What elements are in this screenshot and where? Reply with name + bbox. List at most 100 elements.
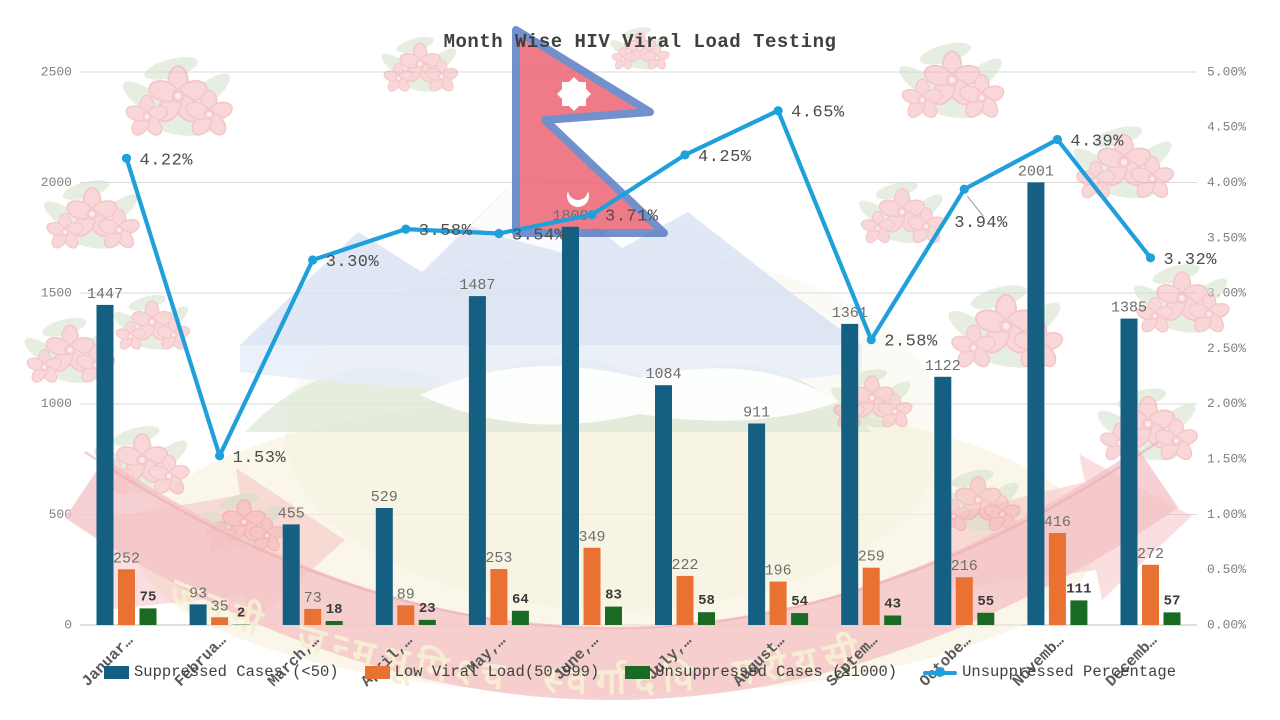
bar-label: 89: [397, 586, 415, 603]
line-point-m5: [587, 210, 597, 220]
bar-s1-m6: [676, 575, 694, 625]
legend-item-unsuppressed[interactable]: Unsuppressed Cases (≥1000): [625, 663, 897, 681]
bar-label: 1487: [459, 277, 495, 294]
bar-s1-m9: [955, 577, 973, 625]
bar-label: 1084: [645, 366, 681, 383]
line-point-m10: [1052, 134, 1062, 145]
bar-label: 58: [698, 593, 715, 609]
bar-s0-m11: [1120, 318, 1138, 625]
bar-s2-m7: [791, 613, 809, 625]
bar-s0-m8: [841, 323, 859, 625]
right-axis-tick: 1.00%: [1207, 507, 1246, 522]
bar-label: 35: [211, 598, 229, 615]
pct-label: 2.58%: [884, 333, 938, 352]
bar-label: 75: [140, 589, 157, 605]
right-axis-tick: 2.50%: [1207, 341, 1246, 356]
month-label-m0: Januar…: [78, 632, 137, 691]
bar-s1-m1: [211, 617, 229, 625]
bar-label: 252: [113, 550, 140, 567]
bar-label: 73: [304, 590, 322, 607]
month-label-m11: Decemb…: [1102, 632, 1161, 691]
bar-s0-m5: [562, 226, 579, 626]
bar-label: 416: [1044, 514, 1071, 531]
bar-s1-m0: [118, 569, 135, 625]
pct-label: 4.25%: [698, 148, 752, 167]
pct-label: 3.58%: [419, 222, 473, 241]
bar-label: 2: [237, 606, 245, 622]
pct-label: 4.39%: [1070, 133, 1124, 152]
line-point-m11: [1145, 253, 1156, 263]
bar-label: 23: [419, 601, 436, 617]
bar-label: 272: [1137, 546, 1164, 563]
pct-label: 3.71%: [605, 208, 659, 227]
legend-item-low-viral-load[interactable]: Low Viral Load(50-999): [364, 663, 600, 681]
right-axis-tick: 0.50%: [1207, 562, 1246, 577]
bar-s2-m6: [698, 612, 715, 625]
left-axis-tick: 1500: [41, 286, 72, 301]
bar-label: 196: [765, 563, 792, 580]
left-axis-tick: 2000: [41, 175, 72, 190]
line-point-m2: [308, 255, 318, 265]
bar-s2-m9: [977, 612, 995, 625]
pct-label: 4.65%: [791, 104, 845, 123]
bar-label: 55: [977, 594, 994, 610]
chart-legend: Suppressed Cases (<50) Low Viral Load(50…: [0, 663, 1280, 681]
bar-s1-m3: [397, 605, 415, 625]
bar-s1-m2: [304, 608, 322, 625]
legend-item-suppressed[interactable]: Suppressed Cases (<50): [103, 663, 339, 681]
nepal-flag: [512, 26, 668, 237]
bar-label: 93: [189, 585, 207, 602]
bar-s0-m3: [375, 508, 393, 625]
month-label-m8: Septem…: [823, 632, 882, 691]
flag-sun-icon: [557, 77, 591, 111]
bar-s2-m0: [139, 608, 157, 625]
bar-s2-m5: [605, 606, 622, 625]
chart-title: Month Wise HIV Viral Load Testing: [443, 31, 837, 53]
line-point-m7: [773, 106, 783, 116]
left-axis-tick: 1000: [41, 396, 72, 411]
right-axis-tick: 1.50%: [1207, 452, 1246, 467]
legend-label-percentage: Unsuppressed Percentage: [962, 663, 1177, 681]
legend-label-unsuppressed: Unsuppressed Cases (≥1000): [655, 663, 898, 681]
month-label-m1: Februa…: [171, 632, 230, 691]
unsuppressed-swatch-icon: [625, 665, 651, 679]
bar-s1-m5: [583, 547, 601, 625]
bar-s0-m0: [96, 304, 114, 625]
bar-label: 18: [326, 602, 343, 618]
bar-label: 54: [791, 594, 808, 610]
bar-s0-m2: [282, 524, 300, 625]
bar-label: 455: [278, 505, 305, 522]
bar-s2-m4: [511, 610, 529, 625]
line-point-m6: [680, 150, 690, 160]
bar-label: 83: [605, 588, 622, 604]
legend-item-percentage[interactable]: Unsuppressed Percentage: [923, 663, 1176, 681]
legend-label-low-viral-load: Low Viral Load(50-999): [394, 663, 600, 681]
bar-label: 222: [671, 557, 698, 574]
bar-label: 253: [485, 550, 512, 567]
bar-label: 349: [578, 529, 605, 546]
bar-label: 1385: [1111, 300, 1147, 317]
right-axis-tick: 0.00%: [1207, 617, 1246, 632]
month-label-m7: August…: [730, 632, 789, 691]
line-point-m0: [121, 153, 132, 163]
bar-s2-m8: [884, 615, 902, 625]
bar-s1-m7: [769, 581, 787, 625]
right-axis-tick: 4.00%: [1207, 175, 1246, 190]
emblem-handshake: [420, 366, 838, 425]
bar-s0-m7: [748, 423, 766, 625]
suppressed-swatch-icon: [103, 665, 129, 679]
bar-s2-m11: [1163, 612, 1181, 625]
line-point-m9: [959, 184, 969, 194]
bar-s0-m6: [655, 385, 672, 625]
bar-label: 64: [512, 592, 529, 608]
bar-label: 1122: [925, 358, 961, 375]
bar-label: 259: [858, 549, 885, 566]
bar-label: 529: [371, 489, 398, 506]
flag-moon-icon: [567, 180, 589, 207]
pct-label: 3.32%: [1164, 251, 1218, 270]
pct-label: 1.53%: [233, 449, 287, 468]
bar-label: 2001: [1018, 163, 1054, 180]
bar-label: 111: [1066, 581, 1091, 597]
